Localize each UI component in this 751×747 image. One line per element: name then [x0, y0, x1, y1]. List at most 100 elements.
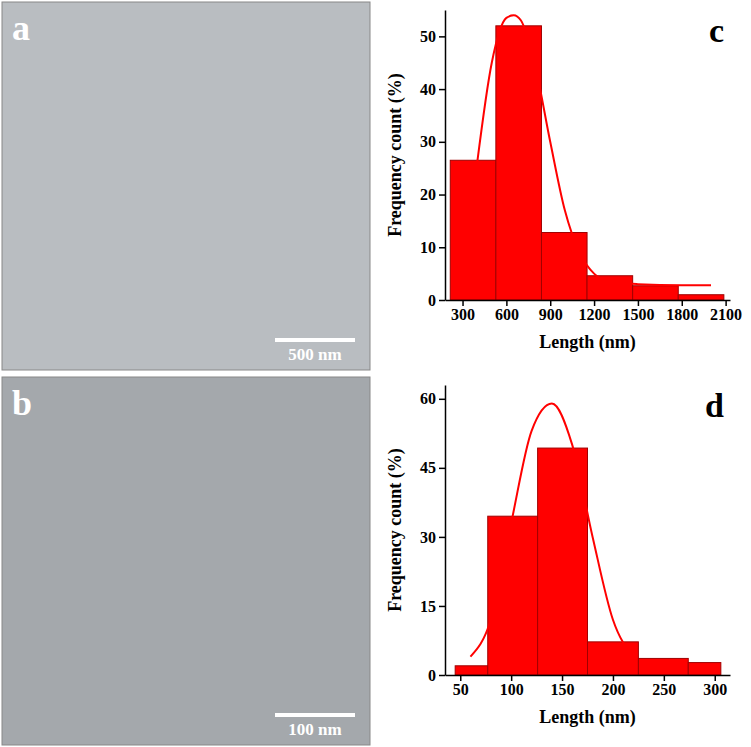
tick-mark	[439, 606, 445, 608]
tick: 1800	[666, 300, 698, 323]
tick-mark	[725, 300, 727, 306]
histogram-bar	[541, 233, 587, 300]
x-axis-title: Length (nm)	[539, 332, 636, 353]
tick-mark	[439, 89, 445, 91]
tick-label: 1200	[579, 306, 611, 323]
tick-label: 40	[420, 81, 436, 98]
x-axis-title: Length (nm)	[539, 707, 636, 728]
scale-bar	[275, 338, 355, 342]
plot-area	[450, 15, 724, 300]
y-axis-title: Frequency count (%)	[385, 73, 406, 237]
tick: 10	[420, 239, 445, 256]
axis-line	[445, 386, 447, 676]
tick-mark	[439, 36, 445, 38]
tick-label: 50	[420, 28, 436, 45]
tick-label: 2100	[710, 306, 742, 323]
tick-mark	[439, 675, 445, 677]
histogram-bar	[678, 295, 724, 300]
tick-label: 15	[420, 598, 436, 615]
tick-label: 30	[420, 133, 436, 150]
tick-mark	[550, 300, 552, 306]
tick: 1200	[579, 300, 611, 323]
tick: 300	[703, 675, 727, 698]
tick: 60	[420, 390, 445, 407]
panel-letter: a	[12, 8, 30, 48]
tick-mark	[594, 300, 596, 306]
histogram-bar	[587, 276, 633, 300]
x-axis: 300 600 900 1200 1500 1800 2100	[446, 300, 743, 323]
histogram-bar	[633, 286, 679, 300]
image-panel: b100 nm	[2, 377, 370, 745]
tick-label: 0	[428, 667, 436, 684]
tick: 45	[420, 459, 445, 476]
scale-bar	[275, 713, 355, 717]
tick: 30	[420, 529, 445, 546]
histogram-bar	[450, 160, 496, 300]
tick-mark	[439, 194, 445, 196]
tick-mark	[462, 300, 464, 306]
image-background	[2, 377, 370, 745]
tick-label: 0	[428, 292, 436, 309]
tick: 50	[420, 28, 445, 45]
histogram-bar	[455, 666, 488, 675]
tick-label: 20	[420, 186, 436, 203]
tick-label: 600	[495, 306, 519, 323]
tick: 0	[428, 667, 445, 684]
tick: 150	[551, 675, 575, 698]
histogram-bar	[688, 663, 721, 675]
tick-label: 300	[703, 681, 727, 698]
image-background	[2, 2, 370, 370]
tick-mark	[638, 300, 640, 306]
scale-bar-label: 100 nm	[288, 720, 341, 739]
tick: 600	[495, 300, 519, 323]
histogram-bar	[488, 516, 538, 675]
tick-mark	[439, 300, 445, 302]
tick-label: 900	[539, 306, 563, 323]
tick: 2100	[710, 300, 742, 323]
tick-mark	[460, 675, 462, 681]
tick-mark	[439, 537, 445, 539]
tick: 20	[420, 186, 445, 203]
scale-bar-label: 500 nm	[288, 345, 341, 364]
image-panel: a 500 nm	[2, 2, 370, 370]
tick-label: 100	[500, 681, 524, 698]
fit-curve	[477, 15, 711, 285]
tick-label: 10	[420, 239, 436, 256]
tick-label: 200	[601, 681, 625, 698]
y-axis-title: Frequency count (%)	[385, 448, 406, 612]
tick-label: 250	[652, 681, 676, 698]
tick: 100	[500, 675, 524, 698]
figure: a500 nmb100 nm30060090012001500180021000…	[0, 0, 751, 747]
histogram-bar	[638, 658, 688, 675]
tick-label: 60	[420, 390, 436, 407]
axis-line	[445, 11, 447, 301]
x-axis: 50 100 150 200 250 300	[446, 675, 731, 698]
histogram-panel: 300 600 900 1200 1500 1800 2100 0 10 20 30 40 50 Leng…	[385, 11, 742, 354]
panel-letter: d	[705, 387, 724, 424]
tick: 15	[420, 598, 445, 615]
tick-mark	[714, 675, 716, 681]
y-axis: 0 10 20 30 40 50	[420, 11, 446, 309]
panel-letter: c	[709, 12, 724, 49]
tick: 900	[539, 300, 563, 323]
histogram-bar	[588, 642, 639, 675]
tick-label: 50	[453, 681, 469, 698]
histogram-panel: 50 100 150 200 250 300 0 15 30 45 60 Length (nm) Fre…	[385, 386, 731, 729]
tick: 300	[451, 300, 475, 323]
tick-label: 30	[420, 529, 436, 546]
tick-mark	[506, 300, 508, 306]
tick-mark	[439, 468, 445, 470]
tick: 30	[420, 133, 445, 150]
axis-line	[446, 675, 731, 677]
tick: 250	[652, 675, 676, 698]
tick-mark	[511, 675, 513, 681]
tick-mark	[682, 300, 684, 306]
tick-mark	[439, 142, 445, 144]
tick-label: 1500	[622, 306, 654, 323]
tick-label: 45	[420, 459, 436, 476]
tick-label: 1800	[666, 306, 698, 323]
tick: 0	[428, 292, 445, 309]
tick-label: 150	[551, 681, 575, 698]
tick-mark	[439, 247, 445, 249]
tick-mark	[664, 675, 666, 681]
